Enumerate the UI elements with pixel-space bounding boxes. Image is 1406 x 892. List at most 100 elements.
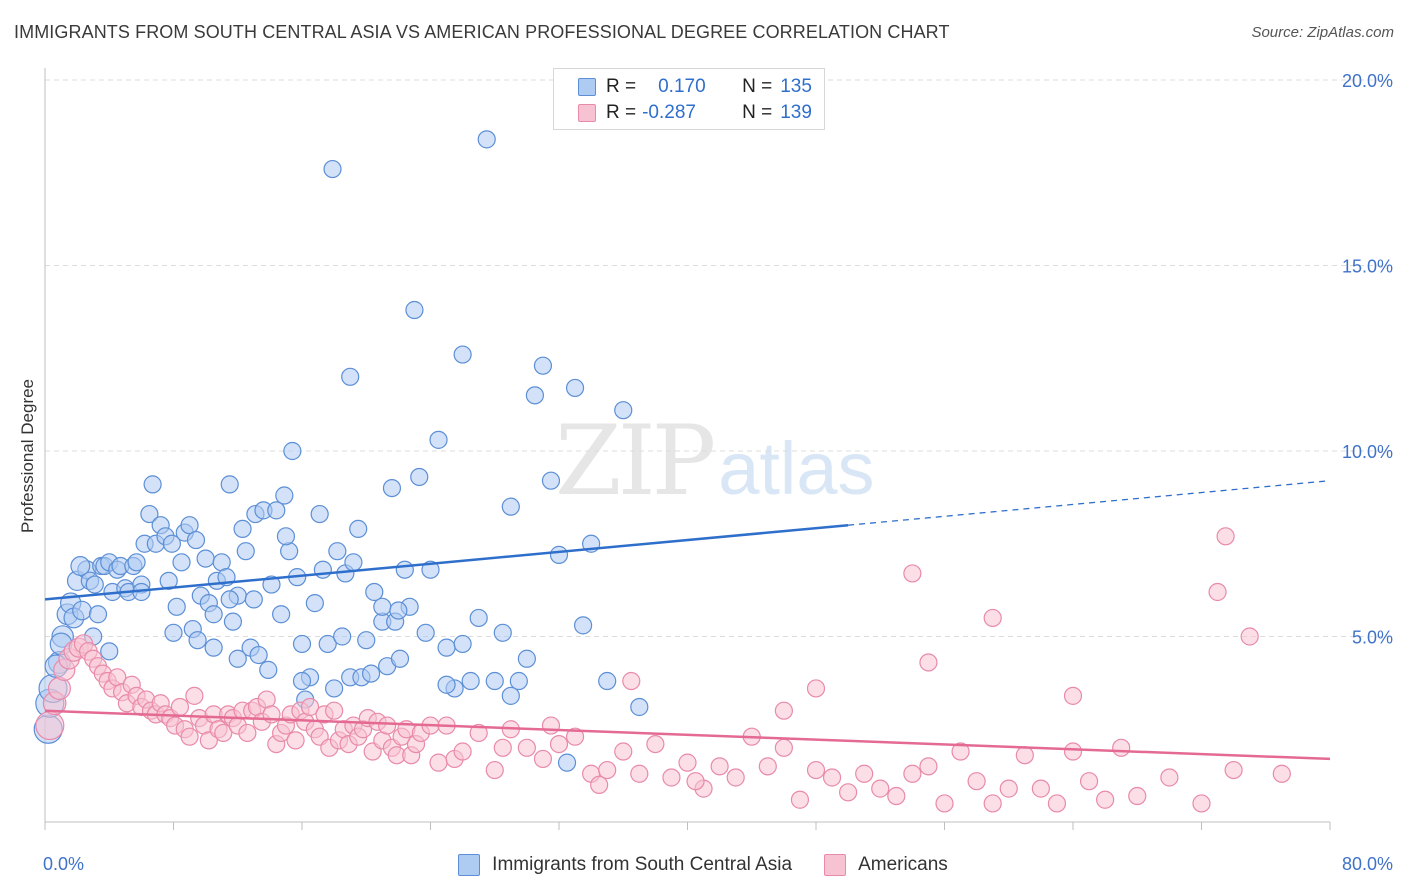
data-point [100,642,119,661]
data-point [983,608,1002,628]
legend-label-blue: Immigrants from South Central Asia [492,854,793,875]
data-point [236,542,255,561]
data-point [373,597,392,616]
blue-swatch [458,854,481,876]
data-point [361,664,381,683]
data-point [517,649,536,668]
data-point [180,727,199,746]
watermark-zip: ZIP [555,405,716,517]
data-point [1096,790,1115,809]
data-point [325,701,344,720]
data-point [378,716,397,735]
data-point [276,527,296,546]
data-point [365,582,384,602]
pink-swatch [824,854,847,876]
n-value: 135 [780,76,812,97]
data-point [453,345,472,364]
r-value: -0.287 [642,102,696,123]
data-point [493,623,512,642]
series-pink-points [35,527,1291,813]
trend-line-blue [44,523,849,601]
data-point [238,723,257,743]
data-point [1240,627,1259,646]
data-point [333,627,352,646]
data-point [1031,779,1050,798]
data-point [565,727,585,746]
n-label: N = [742,76,773,97]
data-point [517,738,536,757]
data-point [344,553,363,572]
data-point [437,638,456,657]
y-tick-label: 5.0% [1352,628,1393,648]
data-point [223,612,243,631]
data-point [1272,764,1291,783]
data-point [429,753,448,772]
chart-title: IMMIGRANTS FROM SOUTH CENTRAL ASIA VS AM… [14,22,950,42]
data-point [1015,746,1034,765]
pink-swatch [578,104,596,122]
data-point [919,757,938,776]
data-point [349,519,368,539]
data-point [806,760,826,780]
data-point [185,686,204,705]
data-point [630,764,649,783]
watermark-atlas: atlas [718,427,875,510]
data-point [127,553,146,572]
r-label: R = [606,76,637,97]
data-point [164,623,183,642]
data-point [188,631,207,650]
data-point [774,738,793,757]
data-point [437,675,456,694]
data-point [275,486,294,505]
data-point [533,356,553,375]
tick-labels: 5.0% 10.0% 15.0% 20.0% 0.0% 80.0% [43,71,1393,874]
data-point [249,645,268,665]
n-value: 139 [780,102,812,123]
data-point [686,772,705,791]
data-point [614,742,633,761]
data-point [598,760,617,780]
source-label: Source: ZipAtlas.com [1251,24,1394,41]
data-point [999,779,1018,798]
data-point [983,794,1002,813]
data-point [903,764,922,783]
data-point [758,757,777,776]
data-point [903,564,922,583]
trend-lines [44,480,1331,761]
data-point [85,575,104,594]
data-point [790,790,810,809]
legend-item-blue[interactable]: Immigrants from South Central Asia [458,854,792,876]
data-point [328,542,347,561]
data-point [549,734,569,754]
data-point [170,697,190,717]
data-point [186,530,206,550]
data-point [1112,738,1131,757]
data-point [272,605,291,624]
data-point [1079,772,1099,791]
x-tick-label: 80.0% [1342,854,1393,874]
trend-line-blue-extension [848,480,1331,526]
data-point [453,742,472,761]
n-label: N = [742,102,773,123]
data-point [244,590,263,609]
data-point [35,710,65,741]
data-point [951,742,970,761]
data-point [493,738,512,757]
data-point [1063,742,1083,761]
data-point [323,159,342,179]
data-point [919,653,938,672]
data-point [325,679,344,698]
data-point [630,697,649,717]
data-point [855,764,874,783]
data-point [233,519,252,539]
legend-item-pink[interactable]: Americans [824,854,948,876]
y-tick-label: 15.0% [1342,257,1393,277]
series-legend: Immigrants from South Central Asia Ameri… [0,852,1406,878]
data-point [485,760,504,780]
data-point [220,590,239,609]
data-point [204,638,223,657]
data-point [429,430,448,449]
data-point [389,601,408,620]
data-point [501,686,520,705]
